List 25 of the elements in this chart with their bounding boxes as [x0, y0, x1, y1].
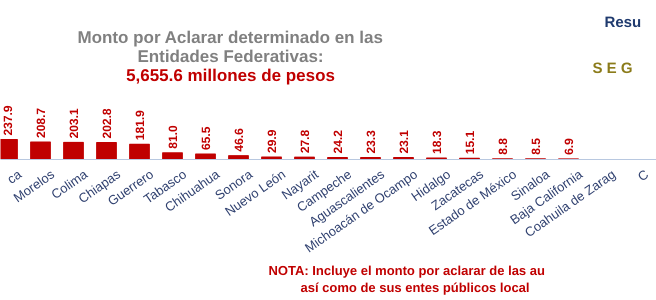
data-label: 23.3: [364, 130, 378, 154]
text: NOTA: Incluye el monto por aclarar de las au: [268, 263, 545, 278]
data-label: 81.0: [166, 125, 180, 149]
data-label: 237.9: [1, 105, 15, 136]
data-label: 15.1: [463, 130, 477, 154]
text: S E G: [592, 60, 633, 77]
data-label: 65.5: [199, 126, 213, 150]
data-label: 24.2: [331, 130, 345, 154]
text: así como de sus entes públicos local: [300, 280, 530, 295]
chart-subtitle: 5,655.6 millones de pesos: [126, 66, 335, 85]
chart-title: Monto por Aclarar determinado en las Entidades Federativas:: [77, 28, 383, 66]
data-label: 202.8: [100, 108, 114, 138]
data-label: 23.1: [397, 130, 411, 154]
data-label: 29.9: [265, 129, 279, 153]
data-label: 18.3: [430, 130, 444, 154]
data-label: 208.7: [34, 108, 48, 138]
data-label: 8.8: [496, 138, 510, 155]
x-tick-label: C: [634, 166, 652, 184]
data-label: 8.5: [529, 138, 543, 155]
data-label: 203.1: [67, 108, 81, 138]
data-label: 6.9: [562, 138, 576, 155]
data-label: 181.9: [133, 110, 147, 140]
data-label: 27.8: [298, 129, 312, 154]
data-label: 46.6: [232, 128, 246, 152]
text: Resu: [604, 14, 642, 31]
